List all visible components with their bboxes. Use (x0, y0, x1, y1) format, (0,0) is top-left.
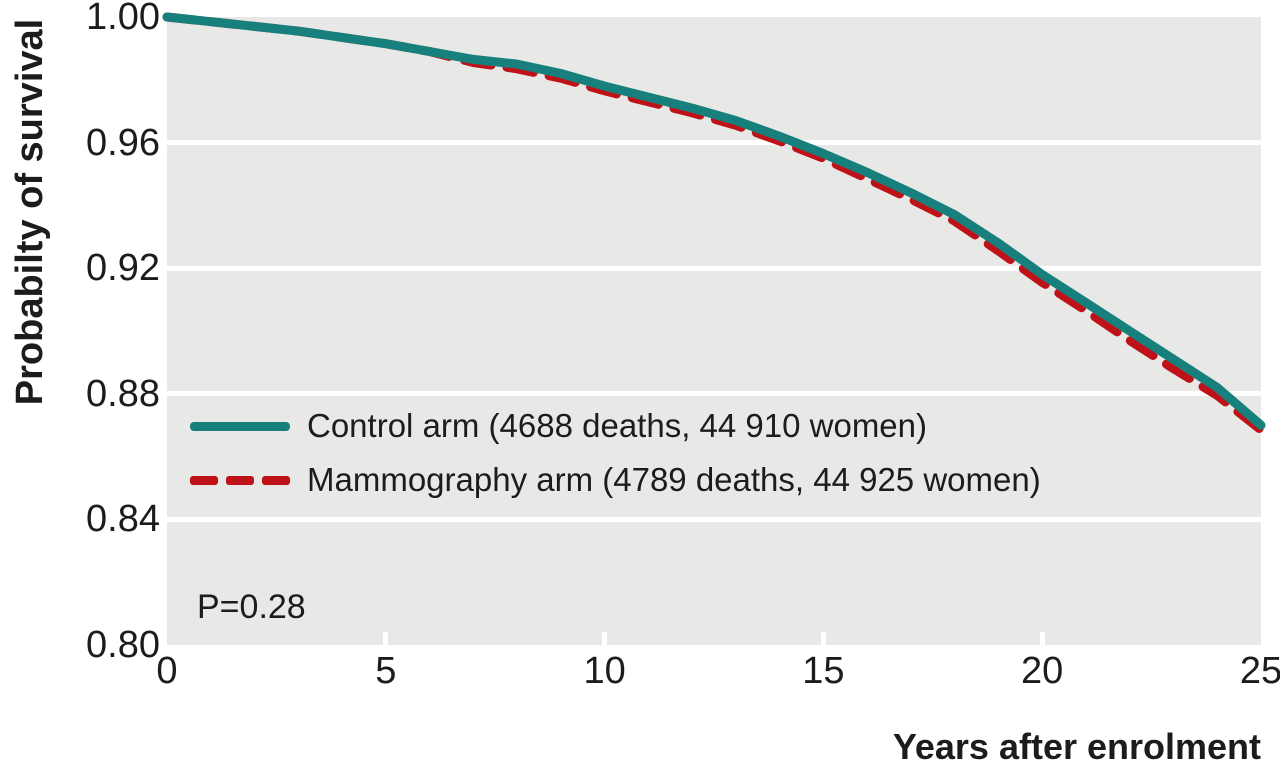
gridline (167, 391, 1261, 397)
dash-segment (190, 475, 218, 485)
x-tick-mark (383, 632, 389, 645)
solid-segment (190, 421, 290, 431)
x-tick-label: 25 (1239, 650, 1280, 692)
y-tick-label: 0.92 (86, 247, 160, 290)
plot-area: Control arm (4688 deaths, 44 910 women) M… (162, 12, 1266, 645)
y-axis-title: Probabilty of survival (9, 18, 51, 406)
x-tick-label: 0 (156, 650, 178, 692)
x-tick-mark (602, 632, 608, 645)
legend-label: Mammography arm (4789 deaths, 44 925 wom… (307, 461, 1041, 498)
survival-curves (162, 12, 1266, 435)
x-tick-label: 15 (802, 650, 845, 692)
dash-segment (262, 475, 290, 485)
y-tick-label: 0.88 (86, 372, 160, 415)
x-tick-mark (820, 632, 826, 645)
solid-line-swatch (190, 421, 290, 431)
legend-item-control-arm: Control arm (4688 deaths, 44 910 women) (190, 399, 1041, 453)
x-tick-label: 5 (375, 650, 397, 692)
control-arm-line (162, 12, 1266, 430)
x-tick-mark (1039, 632, 1045, 645)
y-tick-label: 0.84 (86, 498, 160, 541)
dashed-line-swatch (190, 475, 290, 485)
gridline (167, 140, 1261, 146)
gridline (167, 265, 1261, 271)
mammography-arm-line (162, 12, 1266, 435)
x-tick-label: 10 (583, 650, 626, 692)
p-value-annotation: P=0.28 (197, 588, 306, 626)
legend-label: Control arm (4688 deaths, 44 910 women) (307, 407, 928, 444)
x-tick-label: 20 (1021, 650, 1064, 692)
legend: Control arm (4688 deaths, 44 910 women) M… (190, 399, 1041, 507)
y-tick-label: 0.80 (86, 624, 160, 666)
y-tick-label: 1.00 (86, 0, 160, 38)
y-tick-label: 0.96 (86, 121, 160, 164)
legend-item-mammography-arm: Mammography arm (4789 deaths, 44 925 wom… (190, 453, 1041, 507)
gridline (167, 516, 1261, 522)
x-axis-title: Years after enrolment (892, 726, 1261, 767)
dash-segment (226, 475, 254, 485)
